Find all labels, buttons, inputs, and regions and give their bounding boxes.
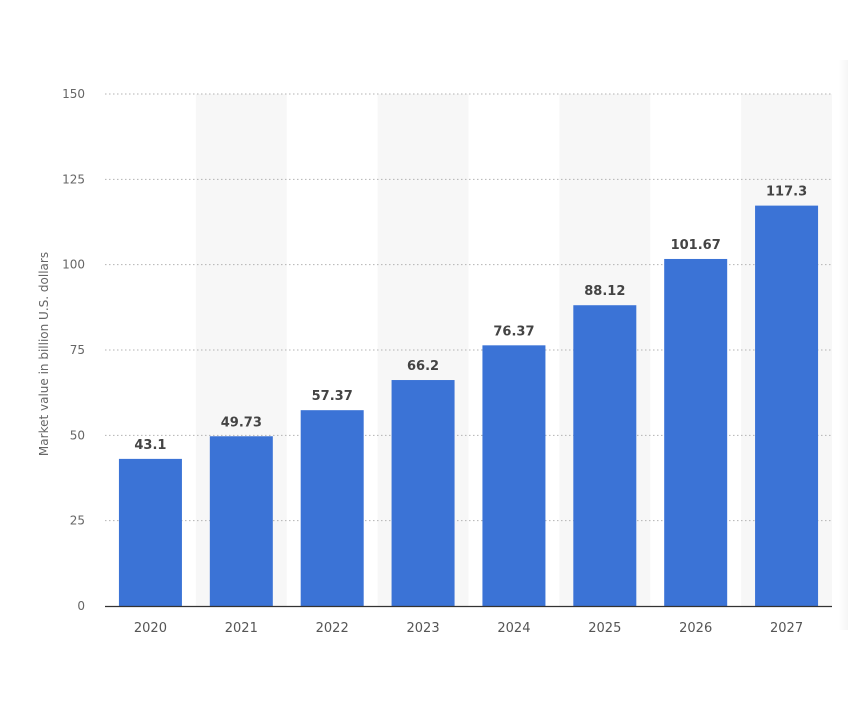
- data-label-2020: 43.1: [134, 438, 166, 453]
- data-label-2022: 57.37: [312, 389, 353, 404]
- x-tick-label-2025: 2025: [588, 621, 621, 636]
- data-label-2026: 101.67: [671, 238, 721, 253]
- data-label-2023: 66.2: [407, 359, 439, 374]
- data-label-2025: 88.12: [584, 284, 625, 299]
- edge-shadow: [838, 60, 848, 630]
- y-axis-label: Market value in billion U.S. dollars: [37, 252, 51, 456]
- y-tick-label: 150: [62, 87, 85, 101]
- bar-2021[interactable]: [209, 436, 273, 606]
- bar-2022[interactable]: [300, 410, 364, 606]
- bar-2025[interactable]: [573, 305, 637, 606]
- x-tick-label-2024: 2024: [497, 621, 530, 636]
- bar-2026[interactable]: [664, 258, 728, 606]
- x-axis-ticks: 2020 2021 2022 2023 2024 2025 2026 2027: [134, 621, 803, 636]
- bar-2020[interactable]: [118, 458, 182, 606]
- x-tick-label-2027: 2027: [770, 621, 803, 636]
- y-tick-label: 125: [62, 172, 85, 186]
- bar-2027[interactable]: [755, 205, 819, 606]
- y-tick-label: 50: [70, 428, 85, 442]
- y-tick-label: 100: [62, 258, 85, 272]
- y-axis-ticks: 0 25 50 75 100 125 150: [62, 87, 85, 613]
- data-label-2024: 76.37: [493, 324, 534, 339]
- y-tick-label: 75: [70, 343, 85, 357]
- x-tick-label-2023: 2023: [407, 621, 440, 636]
- x-tick-label-2026: 2026: [679, 621, 712, 636]
- y-tick-label: 0: [77, 599, 85, 613]
- x-tick-label-2022: 2022: [316, 621, 349, 636]
- x-tick-label-2021: 2021: [225, 621, 258, 636]
- bar-2023[interactable]: [391, 380, 455, 606]
- data-labels: 43.1 49.73 57.37 66.2 76.37 88.12 101.67 117.3: [134, 185, 807, 453]
- data-label-2021: 49.73: [221, 415, 262, 430]
- x-tick-label-2020: 2020: [134, 621, 167, 636]
- data-label-2027: 117.3: [766, 185, 807, 200]
- bars: [118, 205, 819, 606]
- y-tick-label: 25: [70, 514, 85, 528]
- bar-2024[interactable]: [482, 345, 546, 606]
